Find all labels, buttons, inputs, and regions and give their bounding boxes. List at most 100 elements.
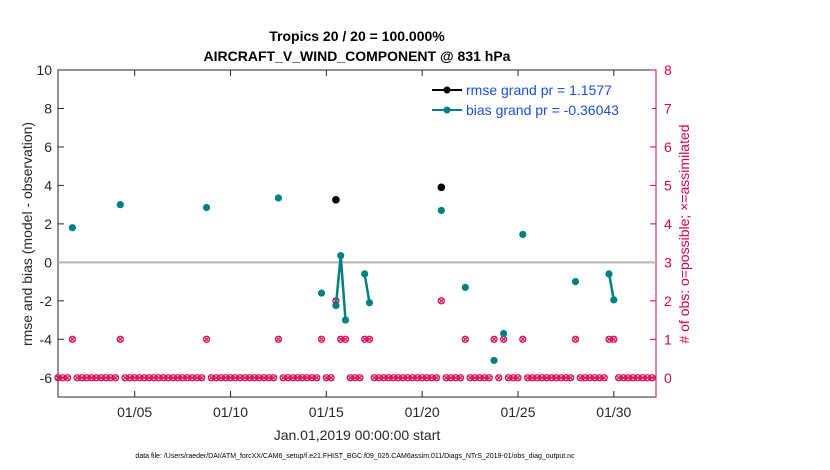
obs-possible-marker bbox=[298, 374, 307, 382]
obs-possible-marker bbox=[83, 374, 91, 382]
obs-possible-marker bbox=[68, 335, 77, 343]
obs-possible-marker bbox=[538, 374, 546, 382]
obs-possible-marker bbox=[351, 374, 359, 382]
bias-point bbox=[437, 206, 445, 215]
obs-assimilated-marker bbox=[491, 336, 498, 343]
obs-count-point bbox=[365, 335, 374, 343]
obs-possible-marker bbox=[619, 374, 628, 382]
obs-possible-marker bbox=[207, 374, 215, 382]
obs-possible-marker bbox=[202, 335, 211, 343]
bias-point bbox=[571, 277, 580, 286]
obs-possible-marker bbox=[408, 374, 417, 382]
obs-possible-marker bbox=[547, 374, 556, 382]
obs-possible-marker bbox=[198, 374, 206, 382]
obs-possible-marker bbox=[576, 374, 584, 382]
obs-possible-marker bbox=[638, 374, 647, 382]
y-axis-right-label: # of obs: o=possible; ×=assimilated bbox=[676, 124, 692, 343]
x-tick-label: 01/10 bbox=[213, 404, 248, 420]
obs-count-point bbox=[571, 335, 580, 343]
obs-assimilated-marker bbox=[601, 374, 608, 381]
obs-possible-marker bbox=[308, 374, 316, 382]
obs-possible-marker bbox=[365, 335, 374, 343]
obs-possible-marker bbox=[447, 374, 455, 382]
obs-possible-marker bbox=[159, 374, 168, 382]
obs-possible-marker bbox=[236, 374, 244, 382]
obs-assimilated-marker bbox=[567, 374, 574, 381]
obs-count-point bbox=[514, 374, 522, 382]
obs-possible-marker bbox=[246, 374, 254, 382]
obs-assimilated-marker bbox=[457, 374, 464, 381]
obs-possible-marker bbox=[485, 374, 493, 382]
obs-possible-marker bbox=[183, 374, 192, 382]
obs-possible-marker bbox=[174, 374, 182, 382]
bias-series bbox=[68, 194, 618, 365]
obs-possible-marker bbox=[595, 374, 604, 382]
obs-count-point bbox=[495, 374, 503, 382]
obs-possible-marker bbox=[452, 374, 460, 382]
obs-possible-marker bbox=[313, 374, 321, 382]
obs-count-point bbox=[600, 374, 608, 382]
obs-count-point bbox=[437, 297, 445, 305]
obs-possible-marker bbox=[428, 374, 436, 382]
obs-possible-marker bbox=[394, 374, 402, 382]
bias-point bbox=[202, 203, 211, 212]
bias-point bbox=[68, 224, 76, 232]
obs-assimilated-marker bbox=[318, 336, 325, 343]
obs-possible-marker bbox=[169, 374, 177, 382]
obs-possible-marker bbox=[528, 374, 537, 382]
obs-possible-marker bbox=[375, 374, 383, 382]
y-right-tick-label: 6 bbox=[664, 139, 672, 155]
obs-possible-marker bbox=[571, 335, 580, 343]
x-tick-label: 01/05 bbox=[117, 404, 152, 420]
obs-possible-marker bbox=[131, 374, 139, 382]
obs-possible-marker bbox=[543, 374, 551, 382]
legend: rmse grand pr = 1.1577 bias grand pr = -… bbox=[426, 78, 652, 123]
chart-title-line1: Tropics 20 / 20 = 100.000% bbox=[269, 28, 445, 44]
obs-possible-marker bbox=[341, 335, 350, 343]
y-left-tick-label: 10 bbox=[36, 62, 52, 78]
obs-possible-marker bbox=[212, 374, 220, 382]
obs-possible-marker bbox=[121, 374, 129, 382]
obs-assimilated-marker bbox=[366, 336, 373, 343]
obs-count-point bbox=[317, 335, 326, 343]
obs-possible-marker bbox=[217, 374, 225, 382]
obs-possible-marker bbox=[480, 374, 489, 382]
obs-possible-marker bbox=[222, 374, 230, 382]
obs-possible-marker bbox=[509, 374, 517, 382]
x-tick-label: 01/25 bbox=[500, 404, 535, 420]
obs-count-point bbox=[567, 374, 575, 382]
legend-bias-label: bias grand pr = -0.36043 bbox=[466, 102, 619, 118]
obs-assimilated-marker bbox=[514, 374, 522, 381]
obs-possible-marker bbox=[562, 374, 570, 382]
bias-point bbox=[361, 270, 369, 278]
y-right-tick-label: 5 bbox=[664, 177, 672, 193]
obs-assimilated-marker bbox=[112, 374, 119, 381]
x-tick-label: 01/30 bbox=[596, 404, 631, 420]
obs-possible-marker bbox=[97, 374, 105, 382]
obs-possible-marker bbox=[634, 374, 642, 382]
bias-point bbox=[341, 316, 350, 324]
obs-possible-marker bbox=[466, 374, 474, 382]
bias-point bbox=[610, 296, 618, 304]
x-tick-label: 01/20 bbox=[405, 404, 440, 420]
legend-rmse-label: rmse grand pr = 1.1577 bbox=[466, 82, 612, 98]
obs-possible-marker bbox=[591, 374, 599, 382]
obs-possible-marker bbox=[504, 374, 513, 382]
bias-point bbox=[519, 230, 527, 239]
y-right-tick-label: 3 bbox=[664, 254, 672, 270]
obs-possible-marker bbox=[614, 374, 623, 382]
obs-possible-marker bbox=[643, 374, 652, 382]
obs-assimilated-marker bbox=[486, 374, 493, 381]
obs-possible-marker bbox=[413, 374, 422, 382]
obs-possible-marker bbox=[337, 335, 345, 343]
obs-possible-marker bbox=[265, 374, 273, 382]
obs-count-point bbox=[461, 335, 469, 343]
obs-possible-marker bbox=[54, 374, 62, 382]
obs-count-point bbox=[456, 374, 465, 382]
obs-assimilated-marker bbox=[433, 374, 440, 381]
x-axis: 01/05 01/10 01/15 01/20 01/25 01/30 bbox=[117, 70, 632, 420]
y-left-tick-label: -6 bbox=[40, 370, 53, 386]
obs-possible-marker bbox=[605, 335, 613, 343]
